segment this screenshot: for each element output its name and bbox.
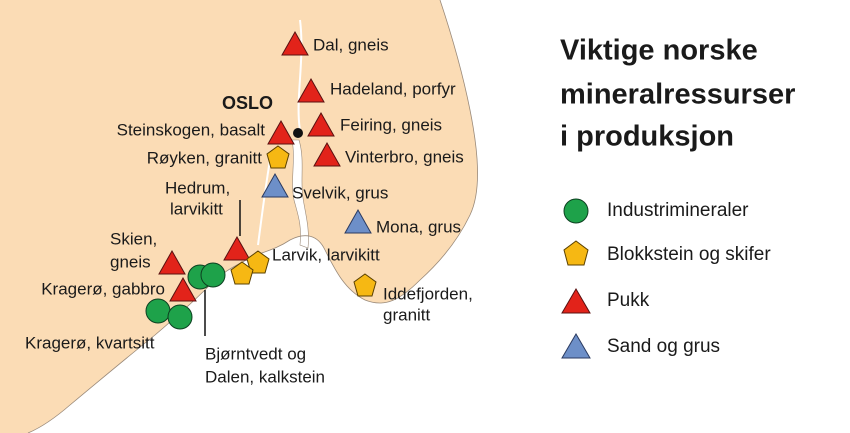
industri-marker [167,304,193,330]
site-label: Feiring, gneis [340,115,442,134]
city-dot [293,128,303,138]
pukk-marker [313,141,341,167]
lake [257,19,303,246]
fjord [291,139,309,249]
site-label: Kragerø, kvartsitt [25,333,155,352]
site-label: Bjørntvedt og [205,344,306,363]
title: mineralressurser [560,79,795,111]
pukk-marker [223,235,251,261]
legend-label: Pukk [607,290,650,311]
legend-icon [561,333,591,359]
title: i produksjon [560,121,734,153]
site-label: Dalen, kalkstein [205,367,325,386]
site-label: Mona, grus [376,217,461,236]
site-label: larvikitt [170,199,223,218]
site-label: Steinskogen, basalt [117,120,266,139]
coast-edge [27,0,478,433]
blokkstein-marker [230,261,254,285]
land [0,0,478,433]
industri-marker [145,298,171,324]
site-label: Hadeland, porfyr [330,79,456,98]
site-label: gneis [110,252,151,271]
legend-icon [561,288,591,314]
legend-label: Industrimineraler [607,200,749,221]
blokkstein-marker [246,250,270,274]
industri-marker [200,262,226,288]
pukk-marker [281,30,309,56]
site-markers [145,30,377,336]
legend-label: Blokkstein og skifer [607,244,771,265]
site-label: granitt [383,305,431,324]
grus-marker [344,208,372,234]
blokkstein-marker [266,145,290,169]
site-label: Skien, [110,229,157,248]
pukk-marker [297,77,325,103]
site-label: Iddefjorden, [383,284,473,303]
site-label: Kragerø, gabbro [41,279,165,298]
site-label: Hedrum, [165,178,230,197]
legend-icon [563,198,589,224]
pukk-marker [267,119,295,145]
site-label: Vinterbro, gneis [345,147,464,166]
grus-marker [261,172,289,198]
pukk-marker [307,111,335,137]
site-label: Dal, gneis [313,35,389,54]
site-label: Svelvik, grus [292,183,388,202]
pukk-marker [169,276,197,302]
title: Viktige norske [560,35,758,67]
legend-label: Sand og grus [607,336,720,357]
legend-icon [563,240,589,266]
city-label: OSLO [222,93,273,113]
site-label: Larvik, larvikitt [272,245,380,264]
site-label: Røyken, granitt [147,148,263,167]
pukk-marker [158,249,186,275]
blokkstein-marker [353,273,377,297]
